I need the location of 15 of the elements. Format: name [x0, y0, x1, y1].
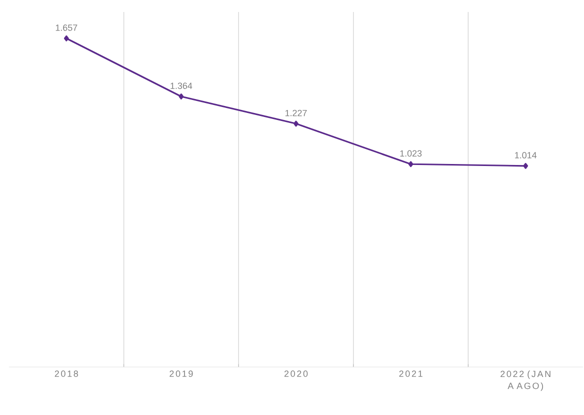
- x-tick-label: 2018: [54, 370, 78, 377]
- x-tick-label: 2022 (JAN A AGO): [500, 370, 550, 391]
- data-label: 1.023: [400, 150, 422, 157]
- point: [408, 161, 414, 168]
- data-label: 1.657: [56, 24, 78, 31]
- data-label: 1.014: [515, 152, 537, 158]
- point: [64, 35, 69, 42]
- point: [294, 120, 298, 127]
- data-label: 1.364: [170, 82, 192, 89]
- x-tick-label: 2019: [170, 370, 193, 377]
- point: [523, 162, 528, 169]
- data-label: 1.227: [285, 110, 307, 116]
- point: [178, 93, 184, 100]
- x-tick-label: 2021: [399, 370, 422, 377]
- x-tick-label: 2020: [284, 370, 308, 377]
